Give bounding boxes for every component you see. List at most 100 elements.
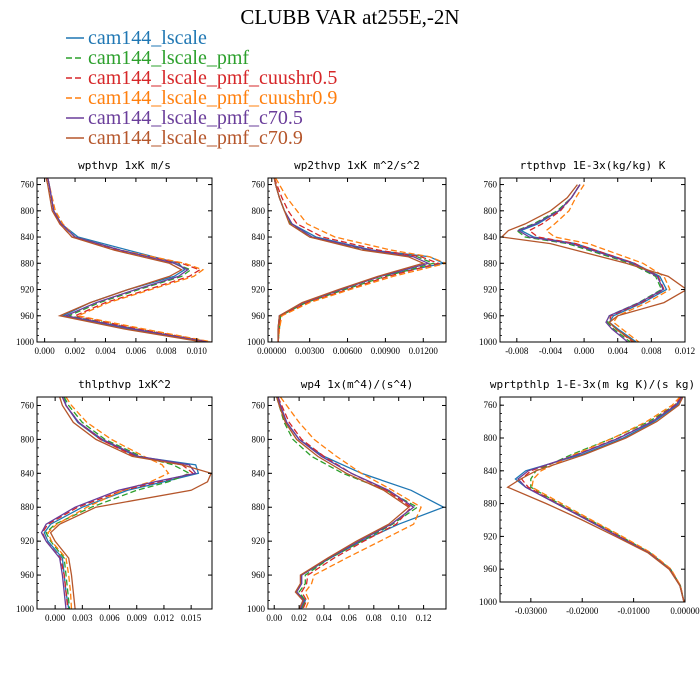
- y-tick-label: 920: [484, 531, 498, 541]
- series-line: [275, 178, 446, 342]
- chart-panel: rtpthvp 1E-3x(kg/kg) K 760 800 840 880 920 960…: [479, 159, 695, 356]
- x-tick-label: 0.06: [341, 613, 357, 623]
- series-line: [277, 397, 415, 609]
- series-line: [500, 184, 685, 342]
- y-tick-label: 840: [484, 232, 498, 242]
- y-tick-label: 920: [484, 285, 498, 295]
- y-tick-label: 920: [21, 536, 35, 546]
- y-tick-label: 960: [484, 564, 498, 574]
- series-line: [45, 178, 204, 342]
- series-line: [279, 397, 422, 609]
- y-tick-label: 840: [484, 466, 498, 476]
- chart-panel: wp2thvp 1xK m^2/s^2 760 800 840 880 920 960 100…: [247, 159, 447, 356]
- y-tick-label: 840: [21, 232, 35, 242]
- y-tick-label: 920: [252, 285, 266, 295]
- x-tick-label: 0.00000: [257, 346, 287, 356]
- series-line: [506, 397, 685, 602]
- legend-label: cam144_lscale: [88, 27, 207, 49]
- chart-panel: wp4 1x(m^4)/(s^4)76080084088092096010000…: [247, 378, 447, 623]
- legend-item: cam144_lscale_pmf_cuushr0.5: [66, 67, 337, 89]
- y-tick-label: 840: [21, 468, 35, 478]
- y-tick-label: 1000: [479, 337, 498, 347]
- x-tick-label: 0.00300: [295, 346, 325, 356]
- x-tick-label: 0.008: [156, 346, 177, 356]
- panel-title: rtpthvp 1E-3x(kg/kg) K: [520, 159, 666, 172]
- series-line: [519, 184, 668, 342]
- legend-item: cam144_lscale_pmf_c70.9: [66, 127, 303, 149]
- y-tick-label: 960: [252, 311, 266, 321]
- x-tick-label: 0.12: [416, 613, 432, 623]
- x-tick-label: 0.006: [99, 613, 120, 623]
- x-tick-label: 0.000: [34, 346, 55, 356]
- legend-item: cam144_lscale: [66, 27, 207, 49]
- plot-frame: [267, 396, 447, 610]
- y-tick-label: 960: [21, 570, 35, 580]
- y-tick-label: 760: [21, 180, 35, 190]
- panel-title: wprtpthlp 1-E-3x(m kg K)/(s kg): [490, 378, 695, 391]
- x-tick-label: -0.01000: [617, 606, 650, 616]
- series-group: [45, 178, 212, 342]
- series-line: [531, 397, 685, 602]
- y-tick-label: 960: [252, 570, 266, 580]
- plot-frame: [499, 177, 686, 343]
- y-tick-label: 840: [252, 232, 266, 242]
- series-line: [45, 397, 191, 609]
- panel-title: thlpthvp 1xK^2: [78, 378, 171, 391]
- legend-label: cam144_lscale_pmf_c70.5: [88, 107, 303, 129]
- plot-frame: [36, 177, 213, 343]
- series-line: [545, 184, 671, 342]
- legend-label: cam144_lscale_pmf_cuushr0.5: [88, 67, 337, 89]
- y-tick-label: 880: [252, 502, 266, 512]
- chart-panel: wpthvp 1xK m/s76080084088092096010000.00…: [16, 159, 213, 356]
- x-tick-label: -0.02000: [566, 606, 599, 616]
- x-tick-label: 0.08: [366, 613, 382, 623]
- y-tick-label: 1000: [16, 604, 35, 614]
- series-line: [273, 178, 426, 342]
- series-group: [500, 184, 685, 342]
- legend-label: cam144_lscale_pmf_cuushr0.9: [88, 87, 337, 109]
- y-tick-label: 760: [252, 400, 266, 410]
- panel-title: wp2thvp 1xK m^2/s^2: [294, 159, 420, 172]
- x-tick-label: -0.004: [539, 346, 563, 356]
- x-tick-label: 0.00000: [670, 606, 700, 616]
- x-tick-label: 0.00600: [333, 346, 363, 356]
- series-line: [41, 397, 195, 609]
- x-tick-label: 0.004: [95, 346, 116, 356]
- series-line: [273, 178, 441, 342]
- x-tick-label: 0.006: [126, 346, 147, 356]
- figure-title: CLUBB VAR at255E,-2N: [240, 5, 459, 29]
- series-line: [277, 397, 413, 609]
- legend-label: cam144_lscale_pmf_c70.9: [88, 127, 303, 149]
- series-line: [515, 184, 663, 342]
- legend-item: cam144_lscale_pmf_c70.5: [66, 107, 303, 129]
- legend-item: cam144_lscale_pmf: [66, 47, 249, 69]
- x-tick-label: 0.01200: [409, 346, 439, 356]
- series-line: [49, 397, 212, 609]
- y-tick-label: 800: [252, 206, 266, 216]
- x-tick-label: 0.002: [65, 346, 85, 356]
- series-line: [273, 178, 431, 342]
- x-tick-label: 0.010: [187, 346, 208, 356]
- x-tick-label: -0.03000: [515, 606, 548, 616]
- y-tick-label: 880: [21, 258, 35, 268]
- x-tick-label: 0.008: [641, 346, 662, 356]
- y-tick-label: 1000: [16, 337, 35, 347]
- plot-frame: [499, 396, 686, 603]
- y-tick-label: 1000: [247, 337, 266, 347]
- x-tick-label: 0.012: [154, 613, 174, 623]
- y-tick-label: 800: [484, 433, 498, 443]
- chart-panels: wpthvp 1xK m/s76080084088092096010000.00…: [16, 159, 700, 623]
- series-line: [40, 397, 197, 609]
- y-tick-label: 840: [252, 468, 266, 478]
- y-tick-label: 760: [484, 180, 498, 190]
- legend: cam144_lscalecam144_lscale_pmfcam144_lsc…: [66, 27, 337, 149]
- series-line: [528, 184, 665, 342]
- y-tick-label: 960: [21, 311, 35, 321]
- x-tick-label: 0.00900: [371, 346, 401, 356]
- series-line: [277, 397, 446, 609]
- series-line: [273, 178, 436, 342]
- series-group: [276, 397, 446, 609]
- series-group: [273, 178, 446, 342]
- y-tick-label: 1000: [247, 604, 266, 614]
